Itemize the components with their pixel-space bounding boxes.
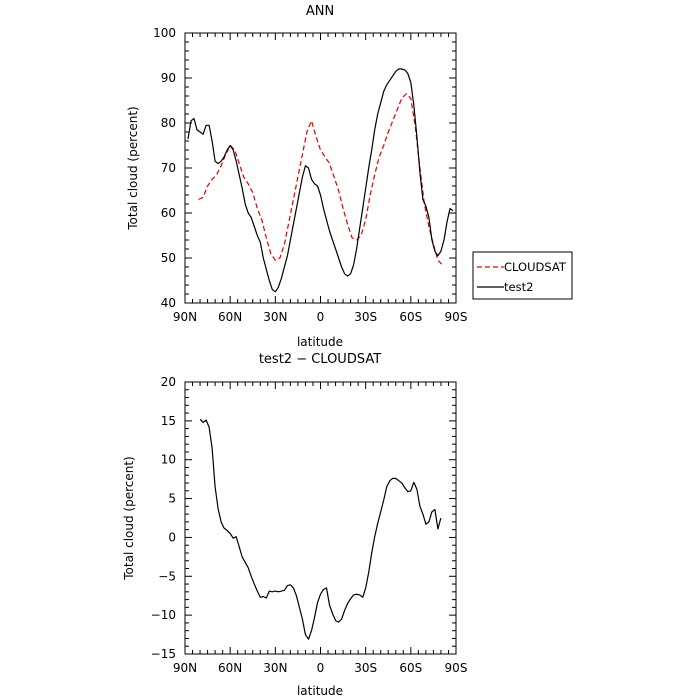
x-tick-label: 60S bbox=[399, 310, 422, 324]
y-tick-label: −5 bbox=[158, 569, 176, 583]
y-tick-label: −15 bbox=[151, 647, 176, 661]
top-y-tick-labels: 40 50 60 70 80 90 100 bbox=[153, 26, 176, 310]
x-tick-label: 90N bbox=[173, 661, 197, 675]
bottom-plot-frame bbox=[184, 381, 457, 655]
x-tick-label: 30N bbox=[263, 661, 287, 675]
series-line-test2 bbox=[187, 68, 454, 293]
bottom-panel: test2 − CLOUDSAT 90N 60N 30N 0 30S 60S 90S −15… bbox=[122, 352, 467, 698]
top-panel: ANN 90N 60N 30N 0 30S 60S 90S 405060708090100 … bbox=[126, 4, 573, 349]
legend: CLOUDSAT test2 bbox=[472, 251, 573, 300]
top-chart-title: ANN bbox=[306, 4, 334, 19]
legend-label-cloudsat: CLOUDSAT bbox=[504, 260, 567, 274]
y-tick-label: 100 bbox=[153, 26, 176, 40]
y-tick-label: 80 bbox=[161, 116, 176, 130]
y-tick-label: 60 bbox=[161, 206, 176, 220]
x-tick-label: 60N bbox=[218, 310, 242, 324]
bottom-chart-title: test2 − CLOUDSAT bbox=[259, 352, 381, 367]
bottom-x-axis-label: latitude bbox=[297, 684, 343, 698]
x-tick-label: 0 bbox=[317, 661, 325, 675]
y-tick-label: 90 bbox=[161, 71, 176, 85]
y-tick-label: 5 bbox=[168, 492, 176, 506]
x-tick-label: 60N bbox=[218, 661, 242, 675]
y-tick-label: −10 bbox=[151, 608, 176, 622]
legend-label-test2: test2 bbox=[504, 280, 533, 294]
x-tick-label: 0 bbox=[317, 310, 325, 324]
series-line-difference bbox=[199, 418, 442, 640]
x-tick-label: 90S bbox=[445, 310, 468, 324]
x-tick-label: 90N bbox=[173, 310, 197, 324]
bottom-y-axis-label: Total cloud (percent) bbox=[122, 456, 136, 580]
top-series-lines bbox=[187, 68, 454, 293]
x-tick-label: 30S bbox=[354, 310, 377, 324]
x-tick-label: 60S bbox=[399, 661, 422, 675]
series-line-cloudsat bbox=[198, 93, 443, 266]
bottom-y-tick-labels: −15 −10 −5 0 5 10 15 20 bbox=[151, 375, 176, 661]
y-tick-label: 40 bbox=[161, 296, 176, 310]
x-tick-label: 30N bbox=[263, 310, 287, 324]
top-plot-frame bbox=[184, 32, 457, 304]
y-tick-label: 20 bbox=[161, 375, 176, 389]
legend-box bbox=[472, 251, 573, 300]
y-tick-label: 0 bbox=[168, 530, 176, 544]
y-tick-label: 10 bbox=[161, 453, 176, 467]
top-x-tick-labels: 90N 60N 30N 0 30S 60S 90S bbox=[173, 310, 468, 324]
top-x-axis-label: latitude bbox=[297, 335, 343, 349]
bottom-x-tick-labels: 90N 60N 30N 0 30S 60S 90S bbox=[173, 661, 468, 675]
y-tick-label: 70 bbox=[161, 161, 176, 175]
x-tick-label: 30S bbox=[354, 661, 377, 675]
top-y-axis-label: Total cloud (percent) bbox=[126, 106, 140, 230]
y-tick-label: 50 bbox=[161, 251, 176, 265]
bottom-series-lines bbox=[199, 418, 442, 640]
x-tick-label: 90S bbox=[445, 661, 468, 675]
y-tick-label: 15 bbox=[161, 414, 176, 428]
